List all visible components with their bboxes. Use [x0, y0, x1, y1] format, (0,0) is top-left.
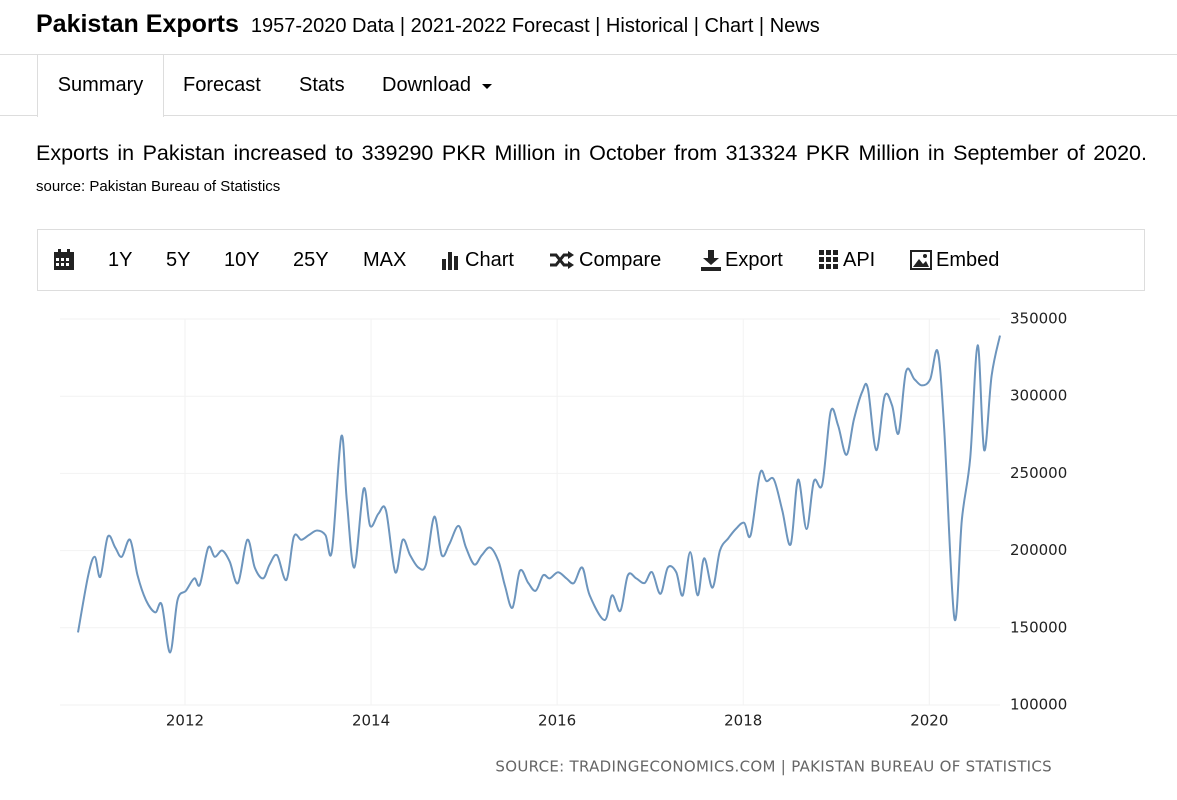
- summary: Exports in Pakistan increased to 339290 …: [36, 138, 1147, 202]
- x-tick-label: 2014: [352, 712, 390, 730]
- tab[interactable]: Forecast: [183, 74, 261, 96]
- compare-button[interactable]: Compare: [549, 230, 661, 290]
- data-line: [77, 335, 1001, 654]
- range-button[interactable]: MAX: [363, 249, 407, 271]
- export-button[interactable]: Export: [701, 230, 783, 290]
- summary-text: Exports in Pakistan increased to 339290 …: [36, 141, 1147, 165]
- x-tick-label: 2020: [910, 712, 948, 730]
- download-icon: [701, 250, 721, 271]
- range-button[interactable]: 5Y: [166, 249, 191, 271]
- x-tick-label: 2012: [166, 712, 204, 730]
- caret-icon: [481, 84, 492, 89]
- api-button[interactable]: API: [819, 230, 875, 290]
- page-subtitle[interactable]: 1957-2020 Data | 2021-2022 Forecast | Hi…: [250, 15, 820, 37]
- range-button[interactable]: 1Y: [108, 249, 133, 271]
- y-tick-label: 150000: [1010, 618, 1067, 636]
- button-label: API: [843, 249, 876, 271]
- chart-button[interactable]: Chart: [441, 230, 514, 290]
- button-label: Chart: [465, 249, 514, 271]
- image-icon: [910, 250, 932, 270]
- chart-source: SOURCE: TRADINGECONOMICS.COM | PAKISTAN …: [495, 758, 1052, 776]
- header: Pakistan Exports 1957-2020 Data | 2021-20…: [36, 10, 820, 39]
- tab-label: Download: [382, 74, 471, 96]
- tab-bar: Summary Forecast Stats Download: [0, 54, 1177, 117]
- x-tick-label: 2016: [538, 712, 576, 730]
- chart: 100000 150000 200000 250000 300000 350000 2012…: [60, 310, 1067, 776]
- y-tick-label: 300000: [1010, 387, 1067, 405]
- calendar-icon: [54, 249, 74, 270]
- tab-dropdown[interactable]: Download: [382, 55, 495, 116]
- button-label: Export: [725, 249, 783, 271]
- range-button[interactable]: 25Y: [293, 249, 329, 271]
- button-label: Compare: [579, 249, 662, 271]
- y-tick-label: 100000: [1010, 696, 1067, 714]
- x-tick-label: 2018: [724, 712, 762, 730]
- y-tick-label: 350000: [1010, 310, 1067, 328]
- summary-source: source: Pakistan Bureau of Statistics: [36, 178, 281, 195]
- page-title: Pakistan Exports: [36, 10, 239, 38]
- y-tick-label: 250000: [1010, 464, 1067, 482]
- toolbar: 1Y 5Y 10Y 25Y MAX Chart Compare Export A…: [37, 229, 1145, 291]
- range-button[interactable]: 10Y: [224, 249, 260, 271]
- calendar-button[interactable]: [53, 230, 75, 290]
- tab[interactable]: Stats: [299, 74, 345, 96]
- bar-icon: [442, 252, 458, 270]
- shuffle-icon: [550, 251, 574, 269]
- tab[interactable]: Summary: [37, 55, 164, 117]
- embed-button[interactable]: Embed: [910, 230, 999, 290]
- grid-icon: [819, 250, 838, 269]
- button-label: Embed: [936, 249, 1000, 271]
- y-tick-label: 200000: [1010, 541, 1067, 559]
